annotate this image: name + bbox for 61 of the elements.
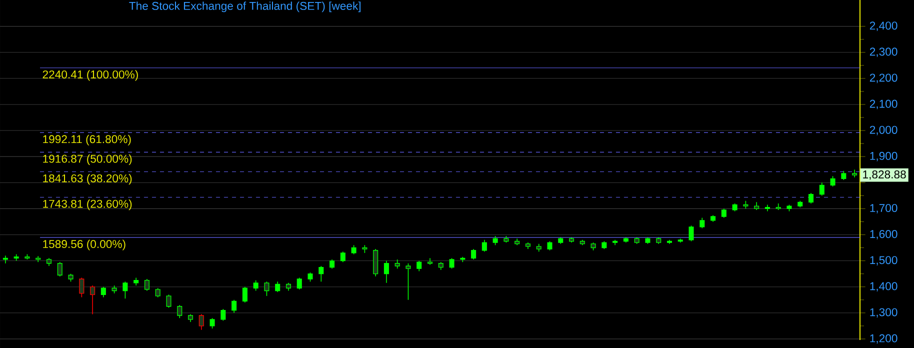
ref-line-label: 1992.11 (61.80%) [43,134,131,146]
candlestick [242,286,248,303]
ref-line-label: 1841.63 (38.20%) [43,174,132,185]
candlestick [296,277,302,290]
candlestick [198,314,204,330]
text: 1,828.88 [863,170,906,180]
y-tick-label: 2,100 [870,100,898,110]
candlestick [308,272,313,282]
candlestick [351,244,356,255]
candlestick [100,286,106,298]
candlestick [721,208,726,218]
candlestick [166,294,172,308]
candlestick [449,258,454,269]
candlestick [253,280,258,292]
candlestick [210,318,215,329]
y-tick-label: 1,600 [870,230,898,240]
y-tick-label: 1,700 [870,204,898,214]
candlestick [90,285,96,315]
candlestick [330,259,335,269]
candlestick [482,240,487,252]
ref-line-label: 1916.87 (50.00%) [43,154,132,165]
ref-line-label: 1743.81 (23.60%) [43,200,132,210]
candlestick [155,288,160,298]
candlestick [471,248,476,260]
candlestick [340,251,346,262]
candlestick [122,281,128,299]
y-tick-label: 1,300 [870,308,898,318]
y-tick-label: 2,400 [870,22,898,31]
candlestick [177,304,182,318]
candlestick [79,277,84,298]
candlestick [406,262,411,300]
candlestick [547,240,552,251]
candlestick [394,259,400,269]
y-tick-label: 1,900 [870,152,898,162]
candlestick [232,299,237,314]
candlestick [2,255,8,264]
candlestick [830,176,836,187]
candlestick [57,262,62,277]
ref-line-label: 2240.41 (100.00%) [42,70,138,81]
y-tick-label: 2,300 [870,48,898,58]
ref-line-label: 1589.56 (0.00%) [43,240,126,250]
y-tick-label: 1,200 [870,334,898,344]
y-tick-label: 1,400 [870,282,898,292]
y-tick-label: 1,500 [870,256,898,266]
chart-title: The Stock Exchange of Thailand (SET) [week] [129,2,360,12]
candlestick [688,225,694,242]
y-tick-label: 2,000 [870,126,898,136]
candlestick [144,278,150,292]
y-tick-label: 2,200 [870,74,898,84]
candlestick [416,260,422,272]
candlestick [384,260,389,284]
candlestick [275,281,280,292]
candlestick [220,308,226,322]
candlestick [819,182,824,196]
candlestick [492,236,498,246]
candlestick [318,266,324,282]
candlestick [373,248,378,277]
candlestick [700,217,705,229]
candlestick [264,281,270,296]
candlestick [808,192,814,204]
candlestick [841,170,846,180]
